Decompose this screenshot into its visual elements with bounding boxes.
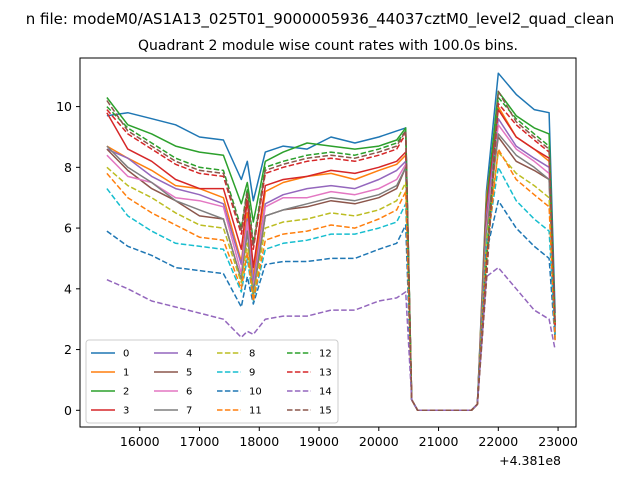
- x-tick-label: 21000: [419, 434, 459, 449]
- chart-title: Quadrant 2 module wise count rates with …: [138, 38, 518, 54]
- axes-group: 16000 17000 18000 19000 20000 21000 22000 23000…: [56, 57, 578, 449]
- legend-label-4: 4: [186, 349, 192, 360]
- legend-label-1: 1: [123, 368, 129, 379]
- x-tick-label: 16000: [120, 434, 160, 449]
- plot-lines-group: [106, 72, 556, 412]
- legend-label-15: 15: [319, 406, 332, 417]
- y-tick-label: 10: [56, 99, 72, 114]
- y-tick-label: 2: [64, 342, 72, 357]
- series-line-11: [106, 148, 556, 412]
- legend-frame: [85, 339, 339, 424]
- series-line-15: [106, 90, 556, 412]
- x-tick-label: 17000: [180, 434, 220, 449]
- series-line-0: [106, 72, 556, 412]
- legend-label-9: 9: [249, 368, 255, 379]
- x-offset-label: +4.381e8: [499, 453, 561, 468]
- x-tick-label: 18000: [239, 434, 279, 449]
- series-line-9: [106, 166, 556, 412]
- series-line-10: [106, 199, 556, 412]
- series-line-12: [106, 96, 556, 412]
- series-line-14: [106, 266, 556, 412]
- series-line-8: [106, 151, 556, 412]
- legend-label-3: 3: [123, 406, 129, 417]
- series-line-2: [106, 90, 556, 412]
- legend-label-14: 14: [319, 387, 332, 398]
- legend-label-10: 10: [249, 387, 262, 398]
- x-tick-label: 19000: [299, 434, 339, 449]
- y-tick-label: 6: [64, 221, 72, 236]
- legend-label-2: 2: [123, 387, 129, 398]
- x-tick-label: 20000: [359, 434, 399, 449]
- figure-suptitle: n file: modeM0/AS1A13_025T01_9000005936_…: [26, 10, 615, 29]
- legend-label-8: 8: [249, 349, 255, 360]
- y-tick-label: 8: [64, 160, 72, 175]
- plot-frame: [79, 57, 577, 428]
- x-tick-label: 22000: [478, 434, 518, 449]
- y-tick-label: 4: [64, 281, 72, 296]
- legend-label-11: 11: [249, 406, 262, 417]
- legend-label-5: 5: [186, 368, 192, 379]
- legend-label-7: 7: [186, 406, 192, 417]
- x-tick-label: 23000: [538, 434, 578, 449]
- legend-label-6: 6: [186, 387, 192, 398]
- legend-label-12: 12: [319, 349, 332, 360]
- legend-label-13: 13: [319, 368, 332, 379]
- y-tick-label: 0: [64, 403, 72, 418]
- legend-label-0: 0: [123, 349, 129, 360]
